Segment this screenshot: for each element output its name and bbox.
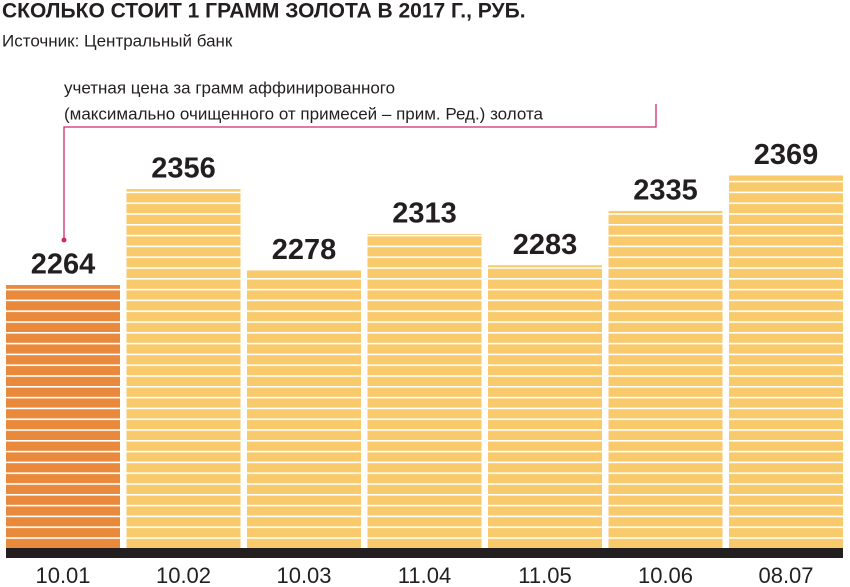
x-tick-label: 11.05 bbox=[518, 563, 571, 587]
bar-stripes bbox=[367, 233, 482, 549]
x-tick-label: 08.07 bbox=[758, 563, 813, 587]
annotation-dot bbox=[61, 237, 67, 243]
bar-stripes bbox=[488, 265, 602, 548]
bar-stripes bbox=[6, 285, 120, 548]
annotation-leader bbox=[63, 104, 657, 240]
value-label: 2283 bbox=[513, 229, 578, 261]
annotation: учетная цена за грамм аффинированного bbox=[64, 78, 395, 97]
baseline-band bbox=[6, 548, 843, 558]
value-label: 2264 bbox=[31, 249, 96, 281]
chart-subtitle: Источник: Центральный банк bbox=[2, 31, 233, 50]
x-tick-label: 10.02 bbox=[156, 563, 211, 587]
x-tick-label: 10.06 bbox=[638, 563, 693, 587]
x-tick-label: 10.03 bbox=[276, 563, 331, 587]
value-label: 2335 bbox=[633, 175, 698, 207]
value-label: 2369 bbox=[754, 139, 819, 171]
value-label: 2356 bbox=[151, 153, 216, 185]
value-label: 2278 bbox=[272, 234, 337, 266]
value-label: 2313 bbox=[392, 198, 457, 230]
bar-stripes bbox=[126, 189, 241, 549]
x-tick-label: 10.01 bbox=[35, 563, 90, 587]
bar-stripes bbox=[247, 270, 361, 548]
bar-stripes bbox=[729, 175, 843, 548]
bar-stripes bbox=[608, 210, 723, 548]
x-tick-label: 11.04 bbox=[398, 563, 451, 587]
annotation: (максимально очищенного от примесей – пр… bbox=[64, 104, 544, 123]
chart-title: СКОЛЬКО СТОИТ 1 ГРАММ ЗОЛОТА В 2017 Г., … bbox=[2, 0, 526, 23]
